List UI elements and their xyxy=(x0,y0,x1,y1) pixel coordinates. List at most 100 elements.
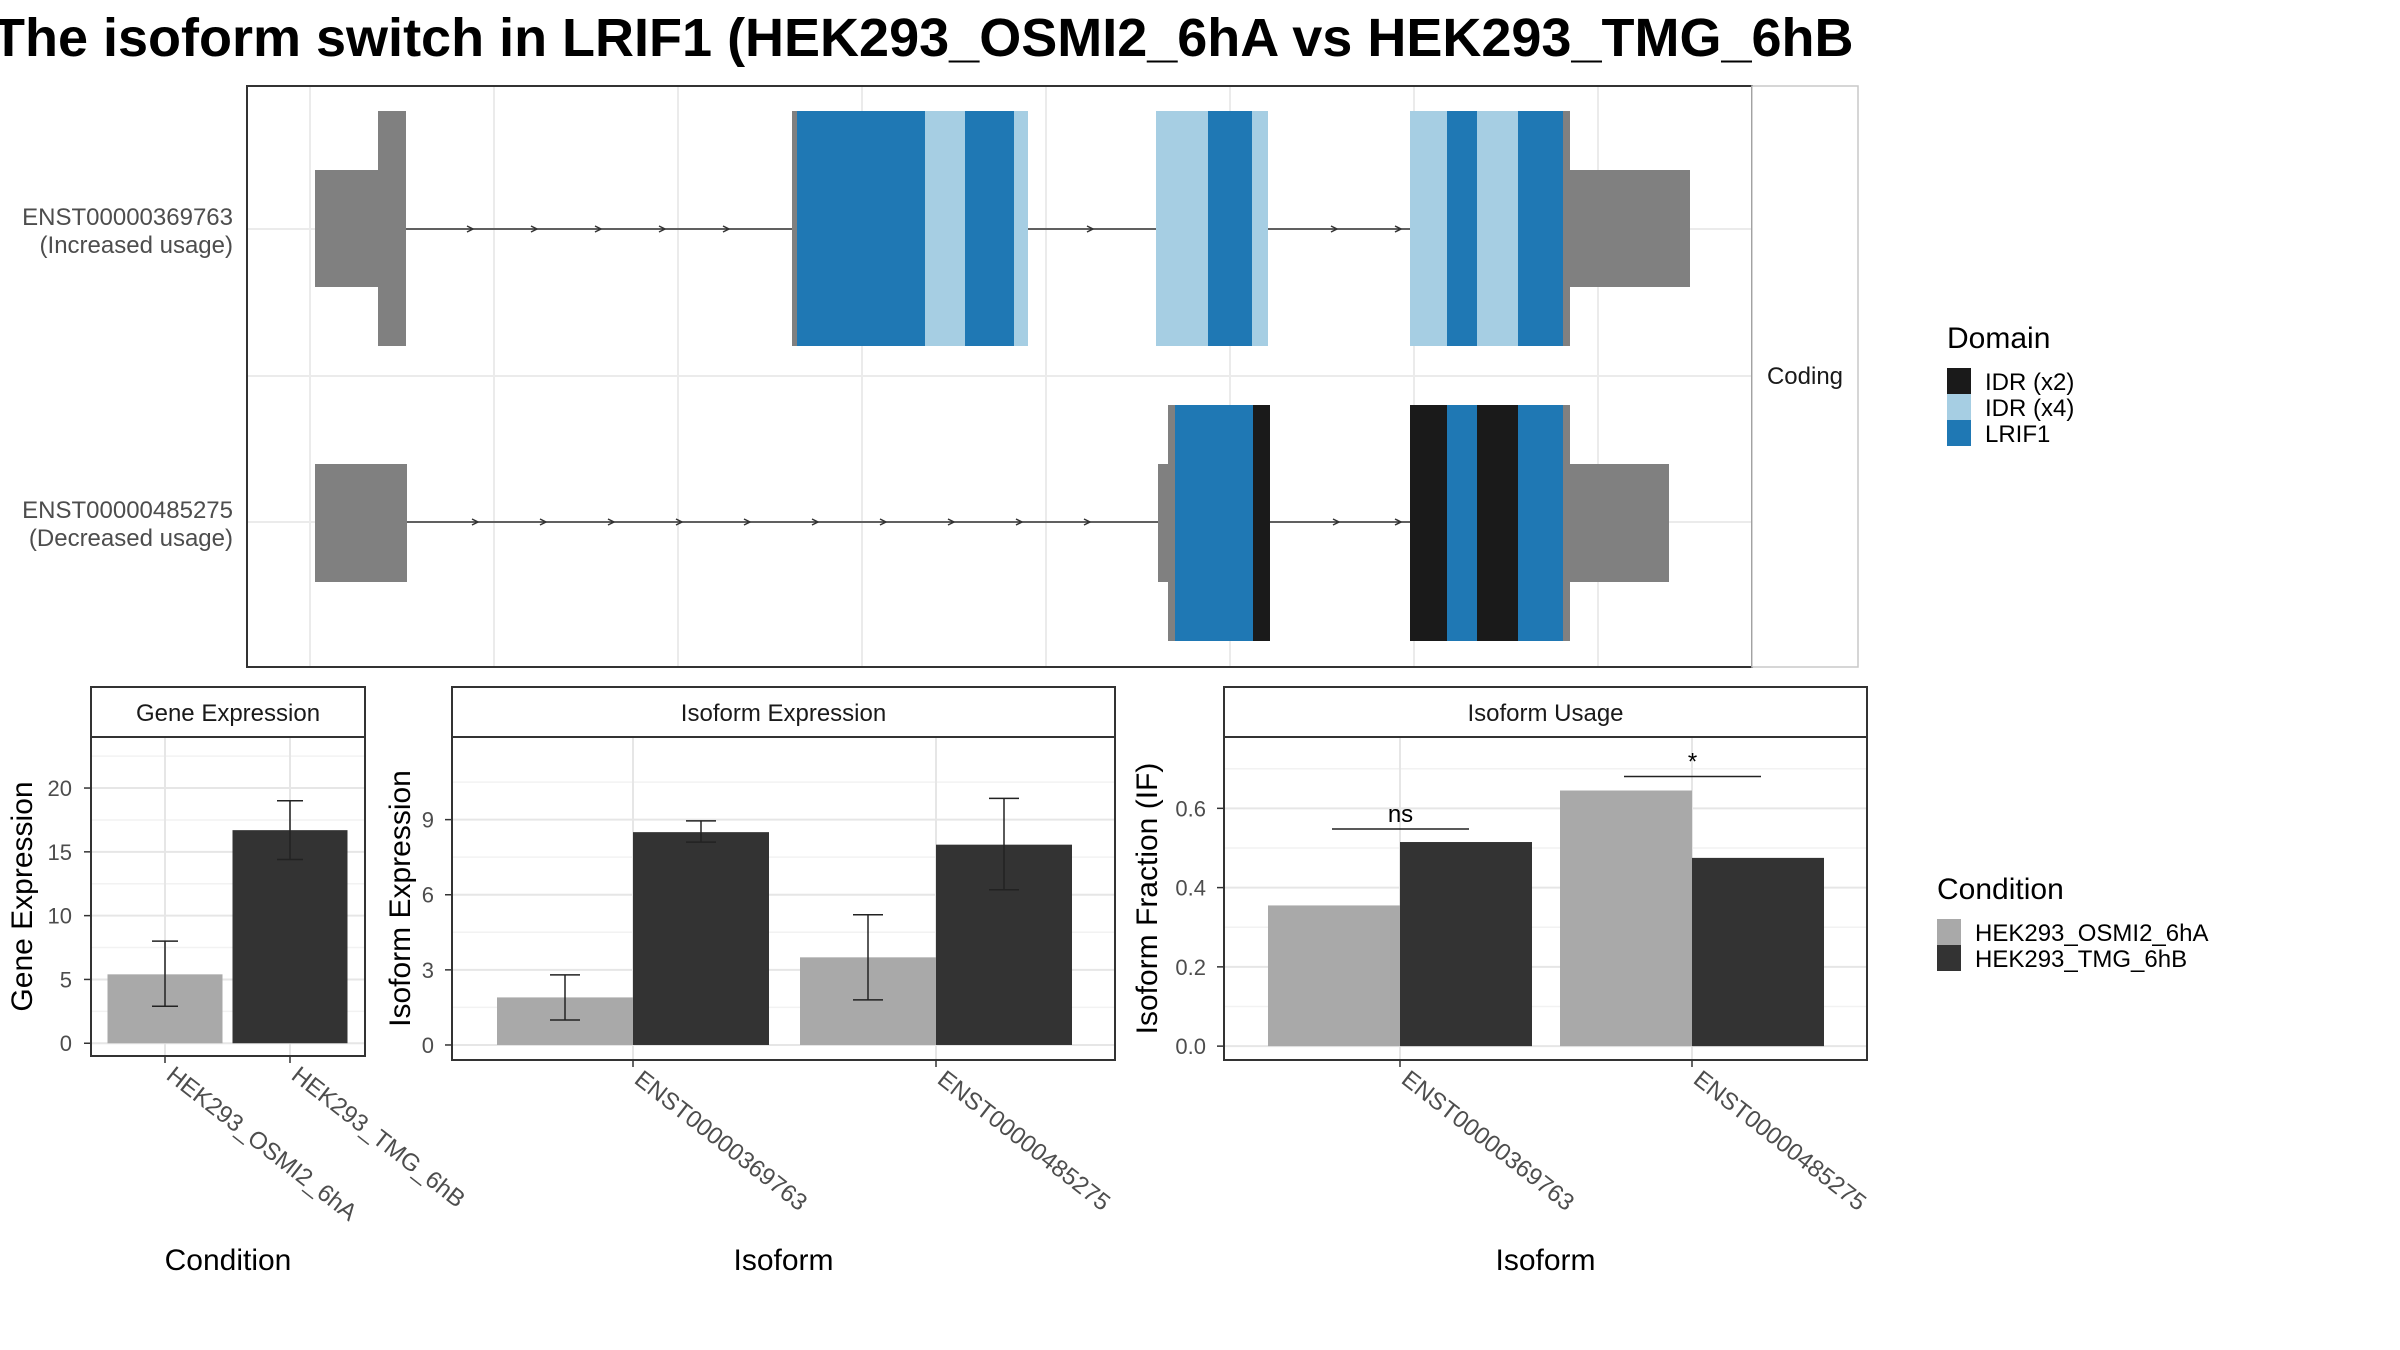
panel-strip-label: Gene Expression xyxy=(136,700,320,727)
bar xyxy=(1268,905,1400,1047)
y-tick-label: 10 xyxy=(48,904,72,929)
y-tick-label: 0 xyxy=(422,1033,434,1058)
y-tick-label: 6 xyxy=(422,883,434,908)
condition-legend-label-osmi2: HEK293_OSMI2_6hA xyxy=(1975,920,2208,947)
domain-legend-title: Domain xyxy=(1947,322,2050,355)
intron-direction-arrow xyxy=(811,518,820,526)
domain-legend-key-idr-x4 xyxy=(1947,394,1971,420)
x-tick-label: ENST00000369763 xyxy=(1396,1065,1579,1216)
y-tick-label: 5 xyxy=(60,967,72,992)
figure-title: The isoform switch in LRIF1 (HEK293_OSMI… xyxy=(0,8,1854,68)
intron-direction-arrow xyxy=(607,518,616,526)
panel-strip xyxy=(451,686,1116,738)
panel-strip-label: Isoform Expression xyxy=(681,700,886,727)
intron-direction-arrow xyxy=(658,225,667,233)
y-tick-label: 9 xyxy=(422,808,434,833)
y-tick-label: 0.2 xyxy=(1175,955,1206,980)
condition-legend-label-tmg: HEK293_TMG_6hB xyxy=(1975,946,2187,973)
y-axis-title: Isoform Fraction (IF) xyxy=(1131,763,1164,1035)
intron-direction-arrow xyxy=(539,518,548,526)
intron-direction-arrow xyxy=(530,225,539,233)
domain-idr-x4 xyxy=(1410,111,1447,346)
intron-direction-arrow xyxy=(1332,518,1341,526)
intron-direction-arrow xyxy=(594,225,603,233)
transcript-label-1-id: ENST00000369763 xyxy=(22,204,233,231)
condition-legend-key-osmi2 xyxy=(1937,919,1961,945)
y-tick-label: 0.6 xyxy=(1175,796,1206,821)
domain-lrif1 xyxy=(1175,405,1253,641)
exon-block xyxy=(792,111,797,346)
domain-legend-label-lrif1: LRIF1 xyxy=(1985,421,2050,448)
intron-direction-arrow xyxy=(722,225,731,233)
domain-lrif1 xyxy=(797,111,925,346)
utr-block xyxy=(315,170,378,287)
intron-direction-arrow xyxy=(1015,518,1024,526)
domain-lrif1 xyxy=(965,111,1014,346)
intron-direction-arrow xyxy=(1083,518,1092,526)
y-tick-label: 0.0 xyxy=(1175,1034,1206,1059)
y-tick-label: 3 xyxy=(422,958,434,983)
bar xyxy=(1692,857,1824,1047)
intron-direction-arrow xyxy=(1086,225,1095,233)
exon-block xyxy=(1168,405,1175,641)
domain-idr-x4 xyxy=(1252,111,1268,346)
transcript-structure-panel: Coding ENST00000369763 (Increased usage)… xyxy=(22,85,1859,668)
domain-idr-x4 xyxy=(1477,111,1518,346)
domain-idr-x2 xyxy=(1477,405,1518,641)
domain-legend: Domain IDR (x2) IDR (x4) LRIF1 xyxy=(1947,322,2074,448)
strip-coding-label: Coding xyxy=(1767,363,1843,390)
x-axis-title: Isoform xyxy=(1495,1244,1595,1277)
domain-legend-label-idr-x2: IDR (x2) xyxy=(1985,369,2074,396)
domain-idr-x2 xyxy=(1253,405,1270,641)
intron-direction-arrow xyxy=(675,518,684,526)
condition-legend-key-tmg xyxy=(1937,945,1961,971)
domain-legend-key-lrif1 xyxy=(1947,420,1971,446)
intron-direction-arrow xyxy=(1394,225,1403,233)
bar xyxy=(232,830,348,1044)
exon-block xyxy=(378,111,406,346)
x-tick-label: ENST00000369763 xyxy=(629,1065,812,1216)
domain-lrif1 xyxy=(1518,405,1563,641)
condition-legend: Condition HEK293_OSMI2_6hA HEK293_TMG_6h… xyxy=(1937,873,2208,973)
domain-lrif1 xyxy=(1447,111,1477,346)
y-axis-title: Isoform Expression xyxy=(384,770,417,1027)
intron-direction-arrow xyxy=(471,518,480,526)
intron-direction-arrow xyxy=(466,225,475,233)
y-axis-title: Gene Expression xyxy=(6,781,39,1011)
domain-lrif1 xyxy=(1208,111,1252,346)
panel-strip xyxy=(90,686,366,738)
domain-legend-key-idr-x2 xyxy=(1947,368,1971,394)
x-axis-title: Isoform xyxy=(733,1244,833,1277)
y-tick-label: 0 xyxy=(60,1031,72,1056)
intron-direction-arrow xyxy=(947,518,956,526)
y-tick-label: 20 xyxy=(48,776,72,801)
bar xyxy=(1560,790,1692,1047)
domain-idr-x4 xyxy=(1156,111,1208,346)
exon-block xyxy=(1563,111,1570,346)
significance-label: ns xyxy=(1388,801,1413,828)
utr-block xyxy=(1570,464,1669,582)
transcript-label-2-usage: (Decreased usage) xyxy=(29,525,233,552)
bar xyxy=(1400,842,1532,1047)
exon-block xyxy=(1563,405,1570,641)
domain-idr-x4 xyxy=(1014,111,1028,346)
intron-direction-arrow xyxy=(1394,518,1403,526)
transcript-label-2-id: ENST00000485275 xyxy=(22,497,233,524)
x-tick-label: ENST00000485275 xyxy=(932,1065,1115,1216)
x-axis-title: Condition xyxy=(165,1244,292,1277)
panel-strip-label: Isoform Usage xyxy=(1467,700,1623,727)
domain-lrif1 xyxy=(1447,405,1477,641)
transcript-label-1-usage: (Increased usage) xyxy=(40,232,233,259)
utr-block xyxy=(1570,170,1690,287)
x-tick-label: ENST00000485275 xyxy=(1688,1065,1871,1216)
domain-legend-label-idr-x4: IDR (x4) xyxy=(1985,395,2074,422)
domain-idr-x2 xyxy=(1410,405,1447,641)
intron-direction-arrow xyxy=(1330,225,1339,233)
utr-block xyxy=(315,464,407,582)
domain-idr-x4 xyxy=(925,111,965,346)
y-tick-label: 0.4 xyxy=(1175,876,1206,901)
intron-direction-arrow xyxy=(879,518,888,526)
utr-block xyxy=(1158,464,1168,582)
significance-label: * xyxy=(1688,749,1697,776)
